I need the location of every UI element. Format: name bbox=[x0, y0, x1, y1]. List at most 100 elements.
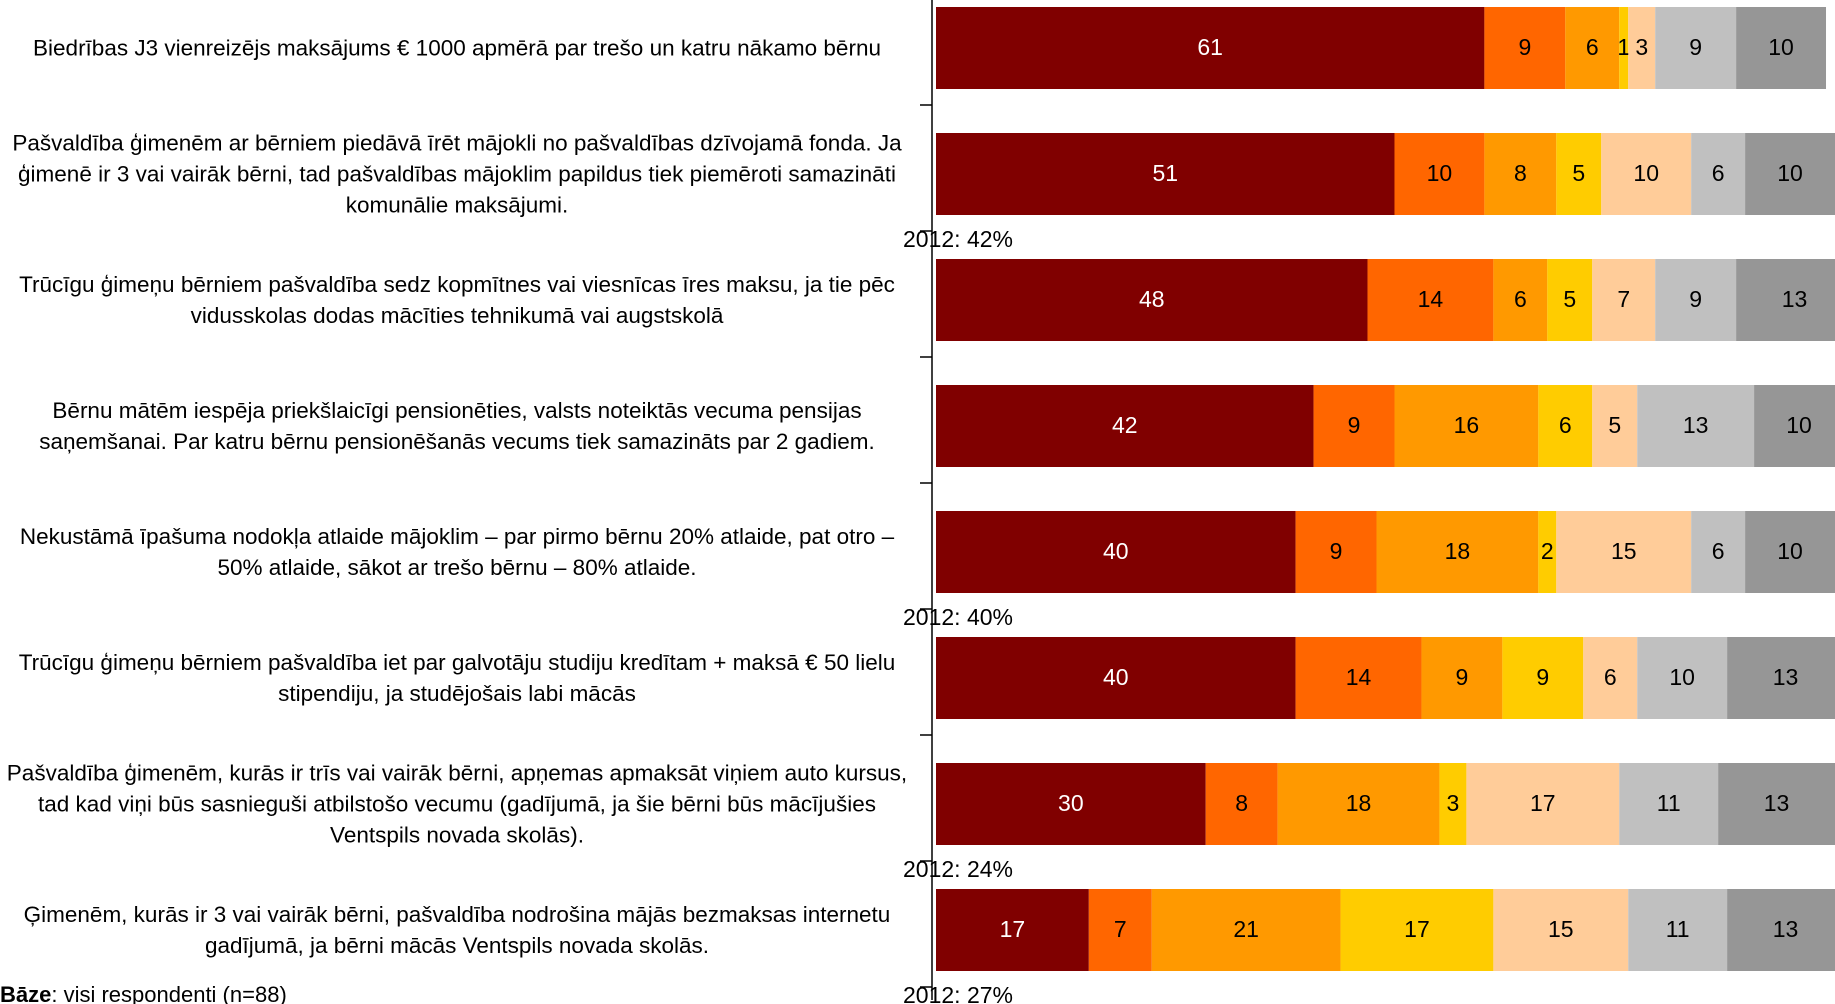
bar-segment bbox=[1754, 385, 1835, 467]
data-label: 17 bbox=[1404, 916, 1430, 942]
bar-segment bbox=[1313, 385, 1395, 467]
data-label: 21 bbox=[1233, 916, 1259, 942]
bar-segment bbox=[1466, 763, 1620, 845]
bar-segment bbox=[1583, 637, 1638, 719]
data-label: 10 bbox=[1633, 160, 1659, 186]
data-label: 2 bbox=[1541, 538, 1554, 564]
bar-segment bbox=[1088, 889, 1152, 971]
data-label: 14 bbox=[1346, 664, 1372, 690]
data-label: 10 bbox=[1777, 538, 1803, 564]
footnote-label: Bāze bbox=[0, 982, 52, 1004]
data-label: 11 bbox=[1666, 916, 1690, 942]
bar-segment bbox=[936, 133, 1395, 215]
bar-segment bbox=[936, 7, 1485, 89]
bar-segment bbox=[936, 385, 1314, 467]
bar-segment bbox=[936, 259, 1368, 341]
bar-segment bbox=[1493, 259, 1548, 341]
data-label: 6 bbox=[1514, 286, 1527, 312]
bar-segment bbox=[1556, 133, 1602, 215]
bar-segment bbox=[1295, 637, 1422, 719]
data-label: 15 bbox=[1611, 538, 1637, 564]
data-label: 16 bbox=[1454, 412, 1480, 438]
bar-segment bbox=[1592, 385, 1638, 467]
annotation: 2012: 42% bbox=[903, 226, 1013, 252]
bar-segment bbox=[1439, 763, 1467, 845]
data-label: 42 bbox=[1112, 412, 1138, 438]
data-label: 10 bbox=[1427, 160, 1453, 186]
data-label: 17 bbox=[1530, 790, 1556, 816]
data-label: 10 bbox=[1768, 34, 1794, 60]
data-label: 5 bbox=[1563, 286, 1576, 312]
bar-segment bbox=[1727, 889, 1835, 971]
data-label: 8 bbox=[1514, 160, 1527, 186]
bar-segment bbox=[1745, 511, 1835, 593]
bar-segment bbox=[1718, 763, 1835, 845]
bar-segment bbox=[1691, 133, 1746, 215]
bar-segment bbox=[1493, 889, 1629, 971]
bar-segment bbox=[1277, 763, 1440, 845]
footnote: Bāze: visi respondenti (n=88) bbox=[0, 982, 287, 1004]
data-label: 40 bbox=[1103, 664, 1129, 690]
data-label: 5 bbox=[1608, 412, 1621, 438]
data-label: 13 bbox=[1683, 412, 1709, 438]
bar-segment bbox=[1601, 133, 1692, 215]
data-label: 13 bbox=[1782, 286, 1808, 312]
data-label: 5 bbox=[1572, 160, 1585, 186]
bar-segment bbox=[1340, 889, 1494, 971]
data-label: 6 bbox=[1712, 160, 1725, 186]
bar-segment bbox=[1484, 7, 1566, 89]
data-label: 10 bbox=[1777, 160, 1803, 186]
data-label: 11 bbox=[1657, 790, 1681, 816]
bar-segment bbox=[1205, 763, 1278, 845]
data-label: 48 bbox=[1139, 286, 1165, 312]
footnote-text: : visi respondenti (n=88) bbox=[51, 982, 287, 1004]
category-label: Pašvaldība ģimenēm ar bērniem piedāvā īr… bbox=[12, 130, 902, 218]
bar-segment bbox=[1691, 511, 1746, 593]
bar-segment bbox=[1394, 133, 1485, 215]
data-label: 9 bbox=[1348, 412, 1361, 438]
bar-segment bbox=[1502, 637, 1584, 719]
annotation: 2012: 27% bbox=[903, 982, 1013, 1004]
bar-segment bbox=[1637, 637, 1728, 719]
bar-segment bbox=[1619, 7, 1629, 89]
data-label: 13 bbox=[1773, 916, 1799, 942]
data-label: 18 bbox=[1445, 538, 1471, 564]
data-label: 3 bbox=[1635, 34, 1648, 60]
data-label: 14 bbox=[1418, 286, 1444, 312]
bar-segment bbox=[1151, 889, 1341, 971]
data-label: 9 bbox=[1518, 34, 1531, 60]
bar-segment bbox=[1538, 385, 1593, 467]
bar-segment bbox=[1484, 133, 1557, 215]
category-label: Trūcīgu ģimeņu bērniem pašvaldība sedz k… bbox=[19, 272, 895, 328]
data-label: 6 bbox=[1604, 664, 1617, 690]
category-label: Nekustāmā īpašuma nodokļa atlaide mājokl… bbox=[19, 524, 895, 580]
data-label: 30 bbox=[1058, 790, 1084, 816]
bar-segment bbox=[936, 889, 1089, 971]
bar-segment bbox=[1628, 889, 1728, 971]
bar-segment bbox=[936, 511, 1296, 593]
bar-segment bbox=[1556, 511, 1692, 593]
bar-segment bbox=[1592, 259, 1656, 341]
bar-segment bbox=[1547, 259, 1593, 341]
data-label: 7 bbox=[1114, 916, 1127, 942]
data-label: 10 bbox=[1669, 664, 1695, 690]
data-label: 51 bbox=[1152, 160, 1178, 186]
data-label: 61 bbox=[1197, 34, 1223, 60]
category-label: Bērnu mātēm iespēja priekšlaicīgi pensio… bbox=[39, 398, 875, 454]
data-label: 13 bbox=[1764, 790, 1790, 816]
bar-segment bbox=[1619, 763, 1719, 845]
data-label: 9 bbox=[1456, 664, 1469, 690]
data-label: 9 bbox=[1330, 538, 1343, 564]
bar-segment bbox=[1628, 7, 1656, 89]
data-label: 7 bbox=[1617, 286, 1630, 312]
bar-segment bbox=[1745, 133, 1835, 215]
bar-segment bbox=[1727, 637, 1835, 719]
bar-segment bbox=[1655, 7, 1737, 89]
bar-segment bbox=[1367, 259, 1494, 341]
data-label: 10 bbox=[1786, 412, 1812, 438]
bar-segment bbox=[1637, 385, 1755, 467]
data-label: 17 bbox=[1000, 916, 1026, 942]
bar-segment bbox=[1295, 511, 1377, 593]
